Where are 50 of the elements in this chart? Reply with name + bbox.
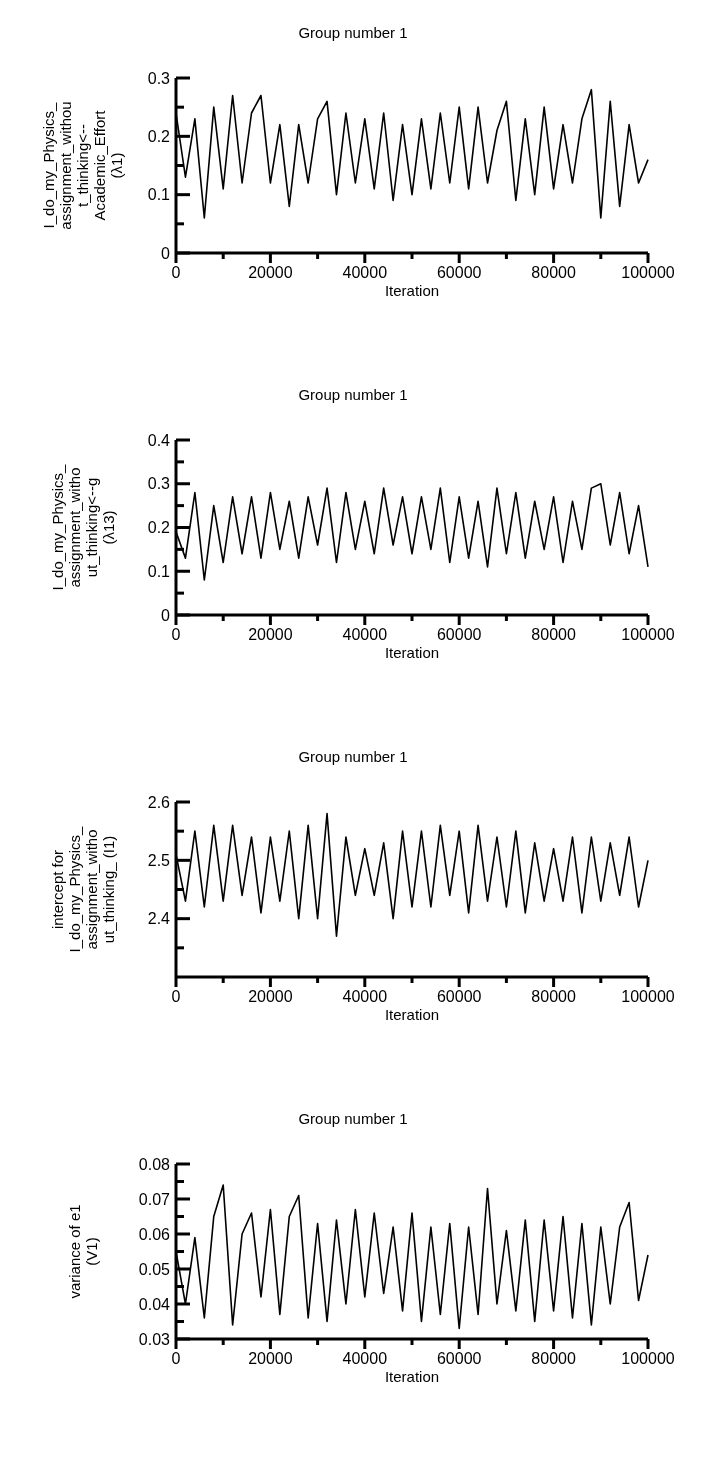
y-tick-label: 0.05 <box>138 1260 171 1278</box>
x-tick-label: 20000 <box>248 1350 293 1367</box>
x-tick-label: 20000 <box>248 626 293 643</box>
y-axis-title: variance of e1 (V1) <box>65 1204 100 1299</box>
chart-title: Group number 1 <box>298 748 408 765</box>
x-tick-label: 100000 <box>621 264 675 281</box>
y-tick-label: 0.03 <box>138 1330 171 1348</box>
x-axis-title: Iteration <box>384 1368 440 1385</box>
x-tick-label: 60000 <box>436 264 482 281</box>
y-tick-label: 0.3 <box>147 69 171 87</box>
y-tick-label: 0.4 <box>147 431 171 449</box>
y-axis-title: I_do_my_Physics_ assignment_witho ut_thinking<--g (λ13) <box>48 463 117 591</box>
x-tick-label: 20000 <box>248 264 293 281</box>
y-tick-label: 0.1 <box>147 186 171 204</box>
x-axis-title: Iteration <box>384 644 440 661</box>
x-tick-label: 80000 <box>531 264 576 281</box>
y-tick-label: 0 <box>161 244 171 262</box>
x-tick-label: 60000 <box>436 626 482 643</box>
x-tick-label: 20000 <box>248 988 293 1005</box>
x-tick-label: 80000 <box>531 988 576 1005</box>
x-tick-label: 80000 <box>531 626 576 643</box>
x-tick-label: 40000 <box>342 1350 388 1367</box>
x-tick-label: 40000 <box>342 626 388 643</box>
chart-title: Group number 1 <box>298 24 408 41</box>
x-tick-label: 40000 <box>342 264 388 281</box>
y-tick-label: 0.04 <box>138 1295 171 1313</box>
x-axis-title: Iteration <box>384 282 440 299</box>
x-tick-label: 100000 <box>621 1350 675 1367</box>
y-axis-title: I_do_my_Physics_ assignment_withou t_thinking<-- Academic_Effort (λ1) <box>40 101 125 230</box>
x-tick-label: 100000 <box>621 988 675 1005</box>
y-tick-label: 2.4 <box>147 910 171 928</box>
y-tick-label: 2.6 <box>147 793 171 811</box>
y-tick-label: 0.2 <box>147 519 171 537</box>
y-tick-label: 2.5 <box>147 851 171 869</box>
x-tick-label: 80000 <box>531 1350 576 1367</box>
y-tick-label: 0.1 <box>147 562 171 580</box>
chart-title: Group number 1 <box>298 386 408 403</box>
x-tick-label: 100000 <box>621 626 675 643</box>
y-tick-label: 0.08 <box>138 1155 171 1173</box>
chart-title: Group number 1 <box>298 1110 408 1127</box>
y-tick-label: 0.07 <box>138 1190 171 1208</box>
y-tick-label: 0.3 <box>147 475 171 493</box>
x-tick-label: 60000 <box>436 988 482 1005</box>
y-tick-label: 0.2 <box>147 127 171 145</box>
y-axis-title: intercept for I_do_my_Physics_ assignment_witho ut_thinking_ (I1) <box>48 825 117 953</box>
y-tick-label: 0.06 <box>138 1225 171 1243</box>
x-tick-label: 60000 <box>436 1350 482 1367</box>
x-axis-title: Iteration <box>384 1006 440 1023</box>
x-tick-label: 40000 <box>342 988 388 1005</box>
y-tick-label: 0 <box>161 606 171 624</box>
